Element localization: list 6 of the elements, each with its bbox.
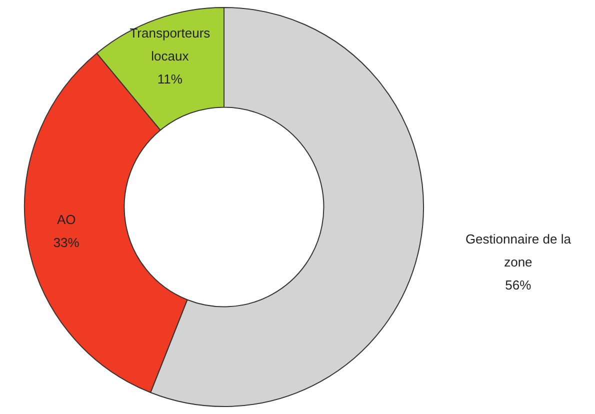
data-label: 11% — [157, 71, 183, 86]
slice-label: Gestionnaire de la zone — [465, 232, 572, 270]
data-label: 56% — [505, 278, 532, 293]
data-label: 33% — [53, 235, 80, 250]
slice-label: AO — [56, 212, 76, 228]
slice-label: Transporteurs locaux — [130, 25, 211, 64]
